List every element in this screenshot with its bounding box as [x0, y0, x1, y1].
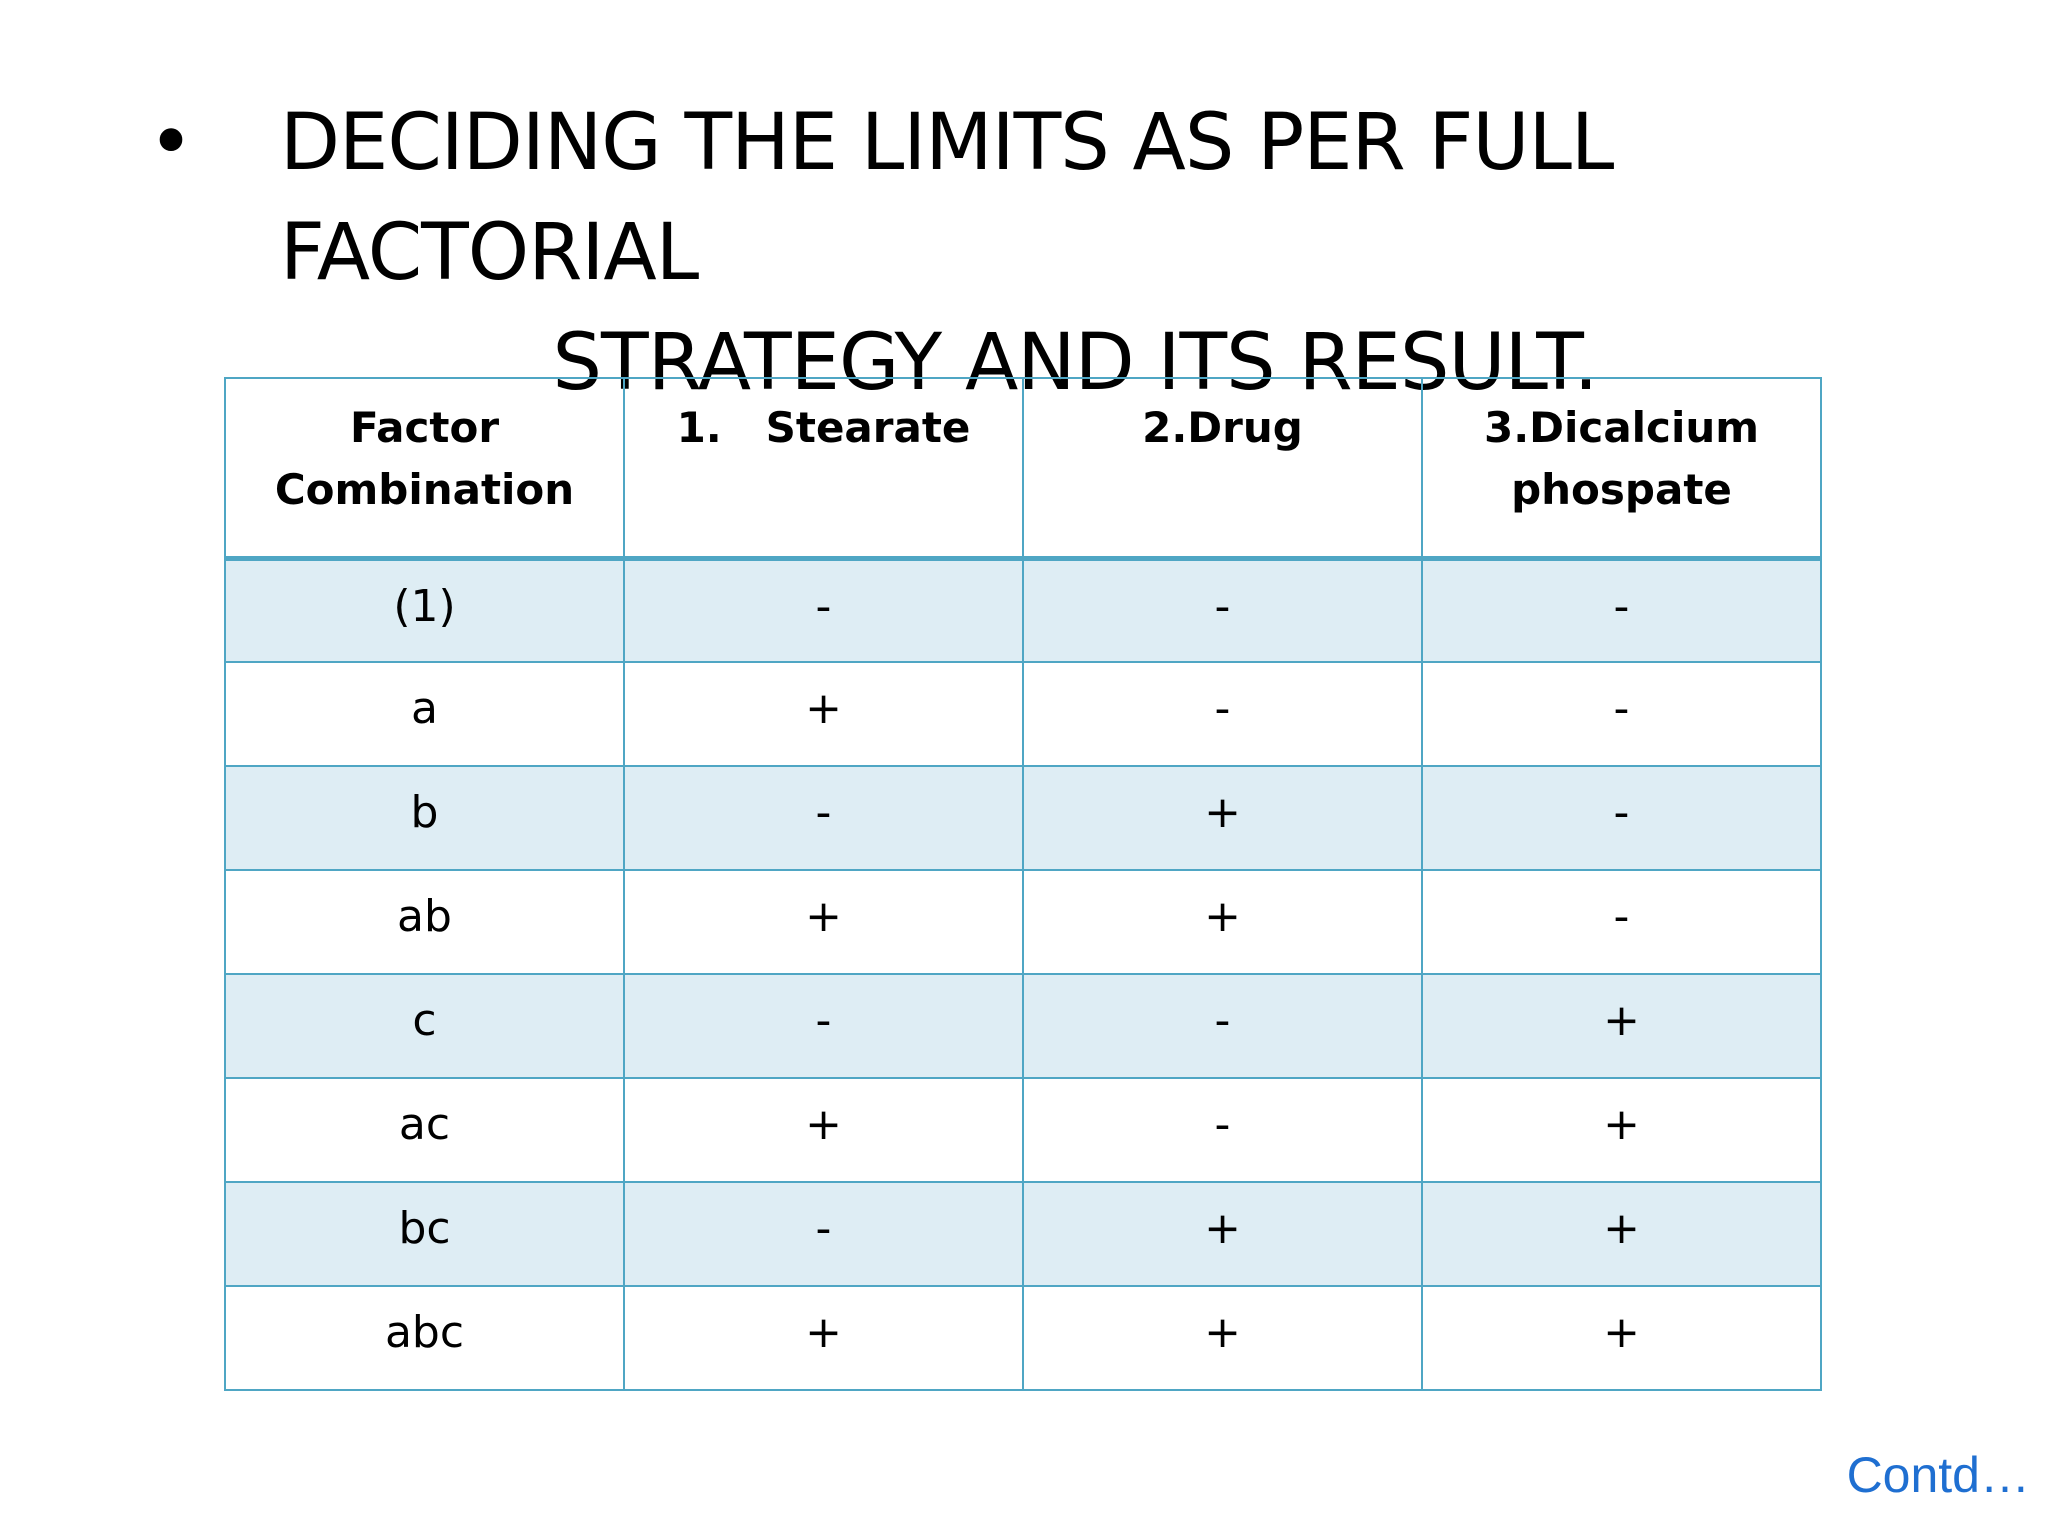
table-row: ac + - + [224, 1077, 1822, 1183]
table-cell: - [1022, 1077, 1423, 1183]
table-cell: - [1421, 869, 1822, 975]
table-row: (1) - - - [224, 557, 1822, 663]
header-stearate: 1. Stearate [623, 377, 1024, 561]
table-cell: - [1022, 661, 1423, 767]
table-cell: - [623, 973, 1024, 1079]
table-cell: + [1421, 1285, 1822, 1391]
table-cell: - [1022, 557, 1423, 663]
table-cell: (1) [224, 557, 625, 663]
table-row: b - + - [224, 765, 1822, 871]
header-text-line: 1. Stearate [676, 403, 971, 452]
header-text-line: phospate [1511, 465, 1732, 514]
contd-label: Contd… [1846, 1447, 2030, 1503]
table-cell: + [1421, 973, 1822, 1079]
table-cell: bc [224, 1181, 625, 1287]
table-cell: ac [224, 1077, 625, 1183]
title-line-1: DECIDING THE LIMITS AS PER FULL FACTORIA… [280, 98, 1614, 298]
header-text-line: Combination [274, 465, 575, 514]
table-cell: - [623, 765, 1024, 871]
table-cell: + [1022, 869, 1423, 975]
table-row: abc + + + [224, 1285, 1822, 1391]
factor-combination-table: Factor Combination 1. Stearate 2.Drug 3.… [224, 377, 1822, 1391]
table-cell: - [1421, 557, 1822, 663]
table-cell: + [1022, 765, 1423, 871]
table-row: bc - + + [224, 1181, 1822, 1287]
table-cell: + [623, 661, 1024, 767]
table-cell: - [1421, 765, 1822, 871]
table-header-row: Factor Combination 1. Stearate 2.Drug 3.… [224, 377, 1822, 561]
header-drug: 2.Drug [1022, 377, 1423, 561]
table-cell: a [224, 661, 625, 767]
table-row: c - - + [224, 973, 1822, 1079]
table-cell: + [1022, 1285, 1423, 1391]
table-cell: + [1421, 1181, 1822, 1287]
table-cell: abc [224, 1285, 625, 1391]
table-cell: ab [224, 869, 625, 975]
header-factor-combination: Factor Combination [224, 377, 625, 561]
title-bullet: • [148, 98, 195, 188]
table-cell: b [224, 765, 625, 871]
table-cell: + [623, 869, 1024, 975]
header-dicalcium-phospate: 3.Dicalcium phospate [1421, 377, 1822, 561]
table-cell: + [1022, 1181, 1423, 1287]
table-cell: + [623, 1285, 1024, 1391]
header-text-line: 2.Drug [1142, 403, 1303, 452]
table-cell: + [1421, 1077, 1822, 1183]
table-cell: + [623, 1077, 1024, 1183]
table-row: ab + + - [224, 869, 1822, 975]
header-text-line: 3.Dicalcium [1483, 403, 1760, 452]
table-cell: c [224, 973, 625, 1079]
slide-title: DECIDING THE LIMITS AS PER FULL FACTORIA… [130, 88, 2030, 418]
table-cell: - [1022, 973, 1423, 1079]
table-row: a + - - [224, 661, 1822, 767]
header-text-line: Factor [349, 403, 500, 452]
table-cell: - [623, 1181, 1024, 1287]
table-cell: - [1421, 661, 1822, 767]
table-cell: - [623, 557, 1024, 663]
